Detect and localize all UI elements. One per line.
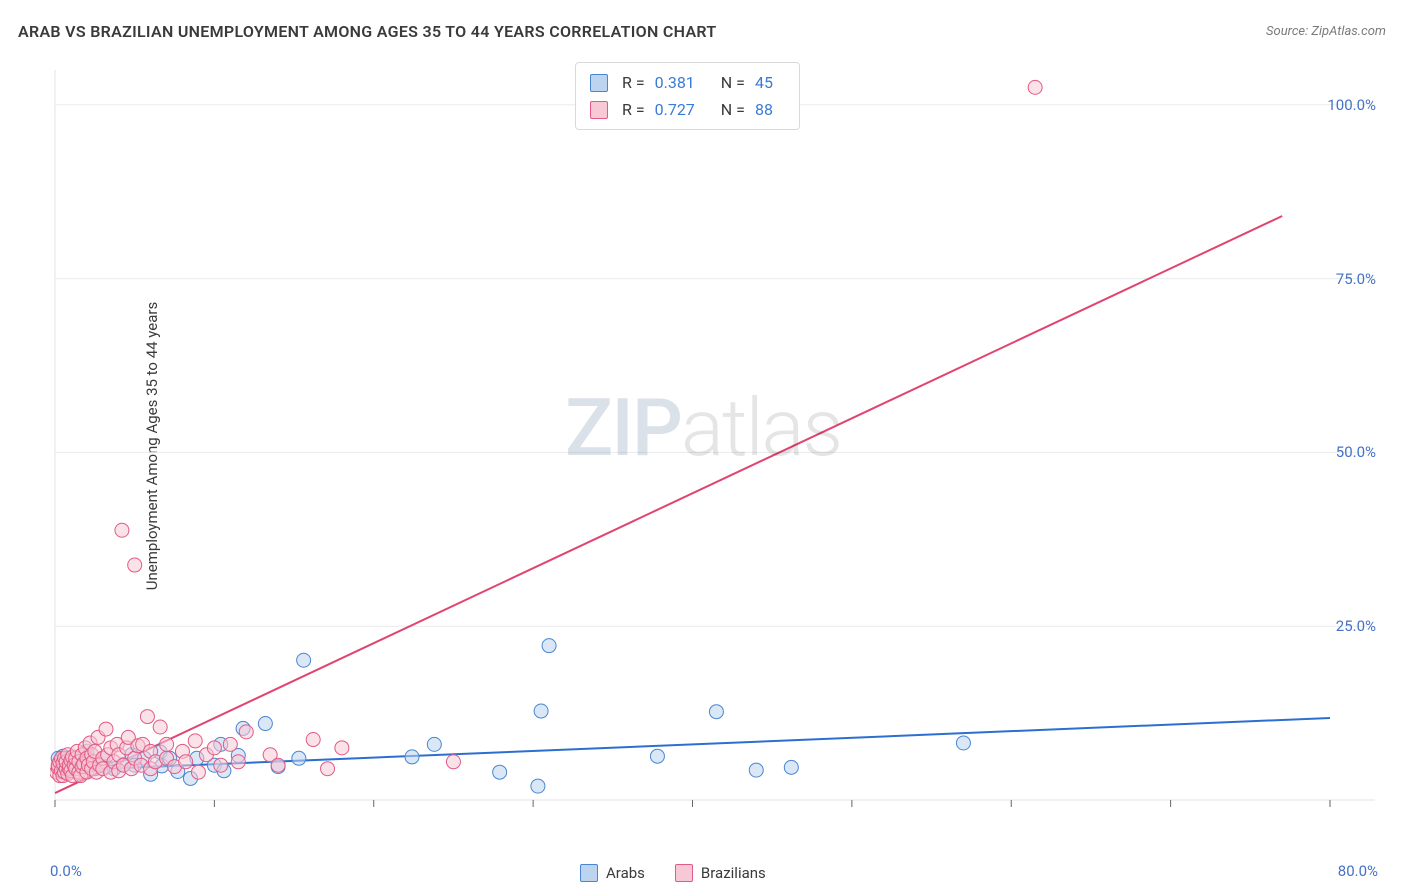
source-attribution: Source: ZipAtlas.com (1266, 24, 1386, 39)
arabs-legend-label: Arabs (606, 864, 645, 882)
y-tick-label: 50.0% (1336, 443, 1376, 461)
n-label: N = (721, 96, 745, 123)
r-label: R = (622, 96, 645, 123)
brazilians-r-value: 0.727 (655, 96, 695, 123)
y-tick-label: 25.0% (1336, 617, 1376, 635)
n-label: N = (721, 69, 745, 96)
arabs-legend-swatch-icon (580, 864, 598, 882)
series-legend: Arabs Brazilians (580, 864, 766, 882)
stats-row-arabs: R = 0.381 N = 45 (590, 69, 785, 96)
scatter-svg (50, 60, 1380, 840)
x-axis-min-label: 0.0% (50, 862, 82, 880)
brazilians-n-value: 88 (755, 96, 773, 123)
arabs-n-value: 45 (755, 69, 773, 96)
r-label: R = (622, 69, 645, 96)
chart-title: ARAB VS BRAZILIAN UNEMPLOYMENT AMONG AGE… (18, 22, 717, 41)
chart-container: ARAB VS BRAZILIAN UNEMPLOYMENT AMONG AGE… (0, 0, 1406, 892)
arabs-swatch-icon (590, 74, 608, 92)
brazilians-swatch-icon (590, 101, 608, 119)
y-tick-label: 100.0% (1327, 96, 1376, 114)
x-axis-max-label: 80.0% (1338, 862, 1378, 880)
y-tick-label: 75.0% (1336, 270, 1376, 288)
arabs-r-value: 0.381 (655, 69, 695, 96)
stats-legend: R = 0.381 N = 45 R = 0.727 N = 88 (575, 62, 800, 130)
stats-row-brazilians: R = 0.727 N = 88 (590, 96, 785, 123)
brazilians-legend-swatch-icon (675, 864, 693, 882)
legend-item-brazilians: Brazilians (675, 864, 766, 882)
plot-area (50, 60, 1380, 840)
brazilians-legend-label: Brazilians (701, 864, 766, 882)
legend-item-arabs: Arabs (580, 864, 645, 882)
